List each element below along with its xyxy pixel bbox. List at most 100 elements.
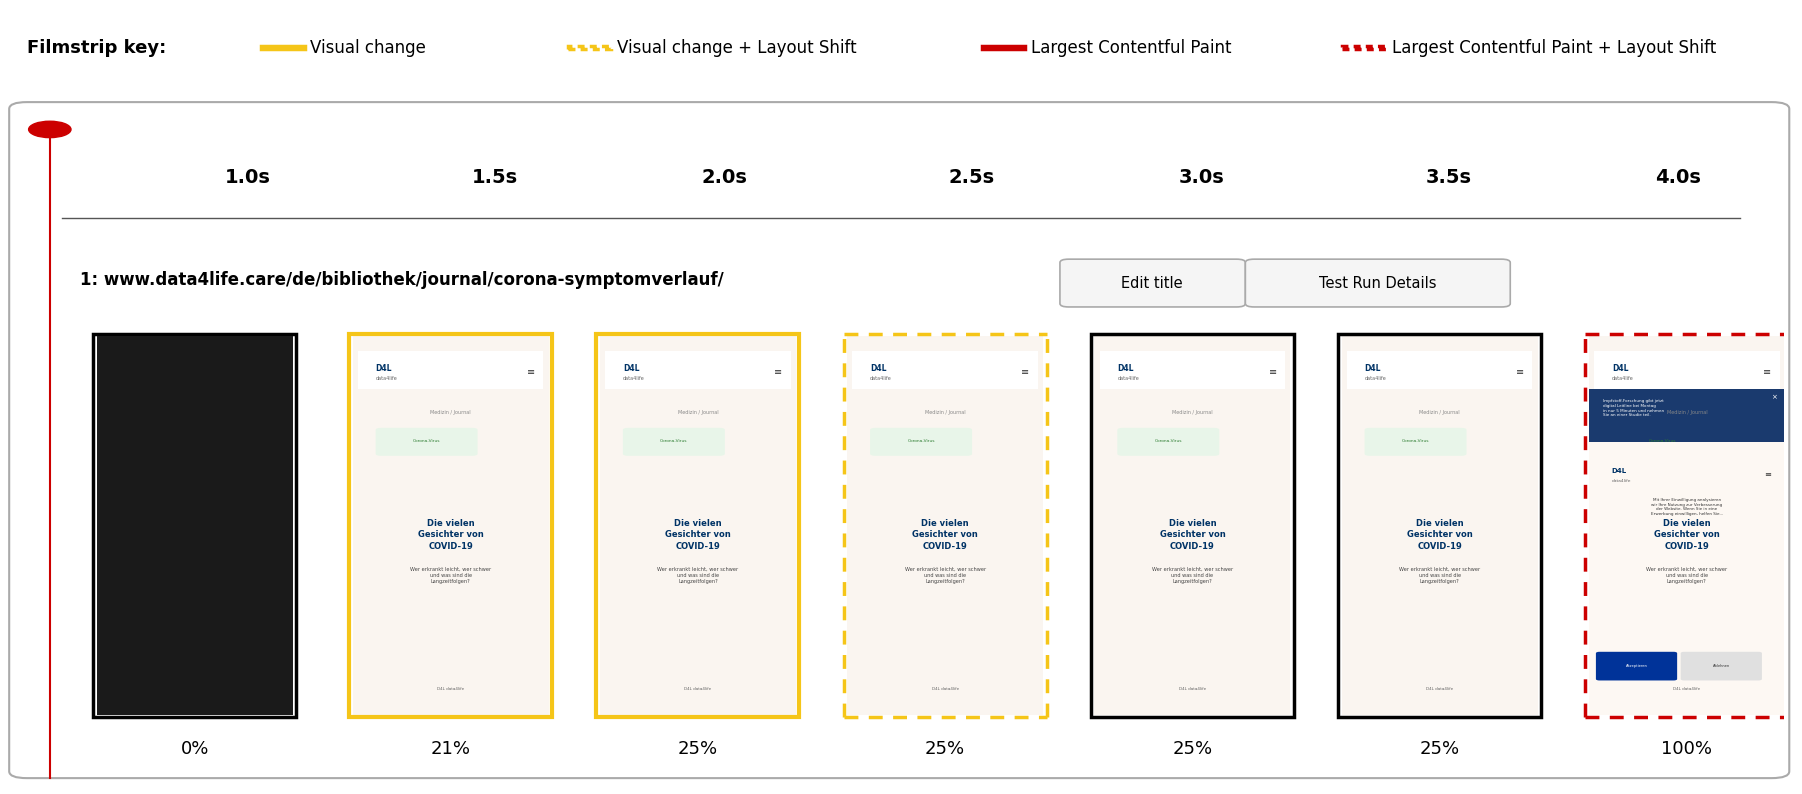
- Text: Die vielen
Gesichter von
COVID-19: Die vielen Gesichter von COVID-19: [1407, 518, 1472, 551]
- Bar: [847, 336, 1043, 715]
- Text: D4L: D4L: [375, 364, 393, 373]
- Bar: [600, 336, 796, 715]
- Text: Ablehnen: Ablehnen: [1712, 664, 1730, 668]
- Text: D4L data4life: D4L data4life: [1179, 688, 1206, 692]
- Text: Corona-Virus: Corona-Virus: [413, 440, 440, 444]
- Text: 2.0s: 2.0s: [701, 168, 748, 187]
- Text: Akzeptieren: Akzeptieren: [1625, 664, 1647, 668]
- Text: Mit Ihrer Einwilligung analysieren
wir Ihre Nutzung zur Verbesserung
der Website: Mit Ihrer Einwilligung analysieren wir I…: [1651, 498, 1723, 516]
- FancyBboxPatch shape: [375, 428, 478, 456]
- FancyBboxPatch shape: [1245, 259, 1510, 307]
- Text: D4L: D4L: [1611, 364, 1629, 373]
- Text: Wer erkrankt leicht, wer schwer
und was sind die
Langzeitfolgen?: Wer erkrankt leicht, wer schwer und was …: [1151, 566, 1233, 584]
- Text: ≡: ≡: [775, 367, 782, 377]
- Text: data4life: data4life: [623, 376, 645, 381]
- Text: 3.0s: 3.0s: [1179, 168, 1224, 187]
- Text: Wer erkrankt leicht, wer schwer
und was sind die
Langzeitfolgen?: Wer erkrankt leicht, wer schwer und was …: [1398, 566, 1479, 584]
- Bar: [1339, 334, 1541, 717]
- Text: Impfstoff-Forschung gibt jetzt
digital Leitline bei Montag
in nur 5 Minuten und : Impfstoff-Forschung gibt jetzt digital L…: [1604, 399, 1663, 418]
- Text: ≡: ≡: [1269, 367, 1278, 377]
- Bar: [1346, 351, 1532, 389]
- Text: Die vielen
Gesichter von
COVID-19: Die vielen Gesichter von COVID-19: [912, 518, 978, 551]
- Text: D4L data4life: D4L data4life: [1425, 688, 1452, 692]
- Text: Corona-Virus: Corona-Virus: [1649, 440, 1676, 444]
- Bar: [97, 336, 292, 715]
- Bar: [1589, 442, 1784, 715]
- Text: Medizin / Journal: Medizin / Journal: [924, 410, 966, 415]
- Bar: [1094, 336, 1290, 715]
- Text: Visual change + Layout Shift: Visual change + Layout Shift: [616, 39, 856, 56]
- Text: Wer erkrankt leicht, wer schwer
und was sind die
Langzeitfolgen?: Wer erkrankt leicht, wer schwer und was …: [658, 566, 739, 584]
- Text: Die vielen
Gesichter von
COVID-19: Die vielen Gesichter von COVID-19: [665, 518, 732, 551]
- Text: Filmstrip key:: Filmstrip key:: [27, 39, 166, 56]
- Bar: [1595, 351, 1780, 389]
- Text: Wer erkrankt leicht, wer schwer
und was sind die
Langzeitfolgen?: Wer erkrankt leicht, wer schwer und was …: [411, 566, 492, 584]
- Text: ≡: ≡: [1515, 367, 1524, 377]
- Text: Corona-Virus: Corona-Virus: [908, 440, 935, 444]
- Bar: [1589, 389, 1784, 495]
- Text: Die vielen
Gesichter von
COVID-19: Die vielen Gesichter von COVID-19: [1654, 518, 1719, 551]
- Text: 1.0s: 1.0s: [225, 168, 270, 187]
- Circle shape: [29, 121, 70, 137]
- Bar: [1589, 336, 1784, 715]
- Text: Medizin / Journal: Medizin / Journal: [1171, 410, 1213, 415]
- Text: ≡: ≡: [1762, 367, 1771, 377]
- Text: 0%: 0%: [180, 741, 209, 758]
- Bar: [94, 334, 296, 717]
- Text: Test Run Details: Test Run Details: [1319, 276, 1436, 291]
- Text: ≡: ≡: [1764, 470, 1771, 479]
- Text: Largest Contentful Paint: Largest Contentful Paint: [1031, 39, 1231, 56]
- Text: 21%: 21%: [431, 741, 470, 758]
- FancyBboxPatch shape: [623, 428, 724, 456]
- FancyBboxPatch shape: [1060, 259, 1245, 307]
- FancyBboxPatch shape: [870, 428, 971, 456]
- Text: Medizin / Journal: Medizin / Journal: [1667, 410, 1706, 415]
- FancyBboxPatch shape: [261, 46, 305, 49]
- Text: Largest Contentful Paint + Layout Shift: Largest Contentful Paint + Layout Shift: [1391, 39, 1716, 56]
- Text: 25%: 25%: [924, 741, 966, 758]
- Text: 1: www.data4life.care/de/bibliothek/journal/corona-symptomverlauf/: 1: www.data4life.care/de/bibliothek/jour…: [79, 271, 724, 289]
- Text: Wer erkrankt leicht, wer schwer
und was sind die
Langzeitfolgen?: Wer erkrankt leicht, wer schwer und was …: [905, 566, 986, 584]
- Text: 3.5s: 3.5s: [1425, 168, 1472, 187]
- FancyBboxPatch shape: [1597, 652, 1678, 680]
- Text: Corona-Virus: Corona-Virus: [660, 440, 688, 444]
- Text: data4life: data4life: [1364, 376, 1386, 381]
- Bar: [359, 351, 544, 389]
- Bar: [605, 351, 791, 389]
- Text: D4L data4life: D4L data4life: [438, 688, 465, 692]
- Text: 25%: 25%: [1420, 741, 1460, 758]
- Bar: [97, 336, 292, 715]
- Text: Medizin / Journal: Medizin / Journal: [1420, 410, 1460, 415]
- Text: Wer erkrankt leicht, wer schwer
und was sind die
Langzeitfolgen?: Wer erkrankt leicht, wer schwer und was …: [1647, 566, 1728, 584]
- Text: D4L data4life: D4L data4life: [685, 688, 712, 692]
- FancyBboxPatch shape: [1611, 428, 1714, 456]
- Text: D4L: D4L: [870, 364, 887, 373]
- FancyBboxPatch shape: [1681, 652, 1762, 680]
- Bar: [350, 334, 551, 717]
- Text: data4life: data4life: [870, 376, 892, 381]
- Text: D4L data4life: D4L data4life: [1674, 688, 1701, 692]
- Text: D4L: D4L: [1611, 468, 1627, 474]
- Text: 100%: 100%: [1661, 741, 1712, 758]
- Text: ×: ×: [1771, 394, 1777, 400]
- Text: 25%: 25%: [1173, 741, 1213, 758]
- Bar: [1090, 334, 1294, 717]
- Bar: [596, 334, 800, 717]
- Text: data4life: data4life: [375, 376, 398, 381]
- Text: 4.0s: 4.0s: [1654, 168, 1701, 187]
- Text: 2.5s: 2.5s: [948, 168, 995, 187]
- Text: Corona-Virus: Corona-Virus: [1155, 440, 1182, 444]
- Text: Medizin / Journal: Medizin / Journal: [678, 410, 719, 415]
- Bar: [852, 351, 1038, 389]
- Text: D4L: D4L: [1117, 364, 1133, 373]
- Text: D4L: D4L: [623, 364, 640, 373]
- Bar: [1342, 336, 1537, 715]
- Text: 1.5s: 1.5s: [472, 168, 517, 187]
- Text: 25%: 25%: [678, 741, 717, 758]
- FancyBboxPatch shape: [1117, 428, 1220, 456]
- Text: data4life: data4life: [1117, 376, 1139, 381]
- FancyBboxPatch shape: [1364, 428, 1467, 456]
- Text: data4life: data4life: [1611, 376, 1634, 381]
- Text: ≡: ≡: [1022, 367, 1029, 377]
- Text: Visual change: Visual change: [310, 39, 427, 56]
